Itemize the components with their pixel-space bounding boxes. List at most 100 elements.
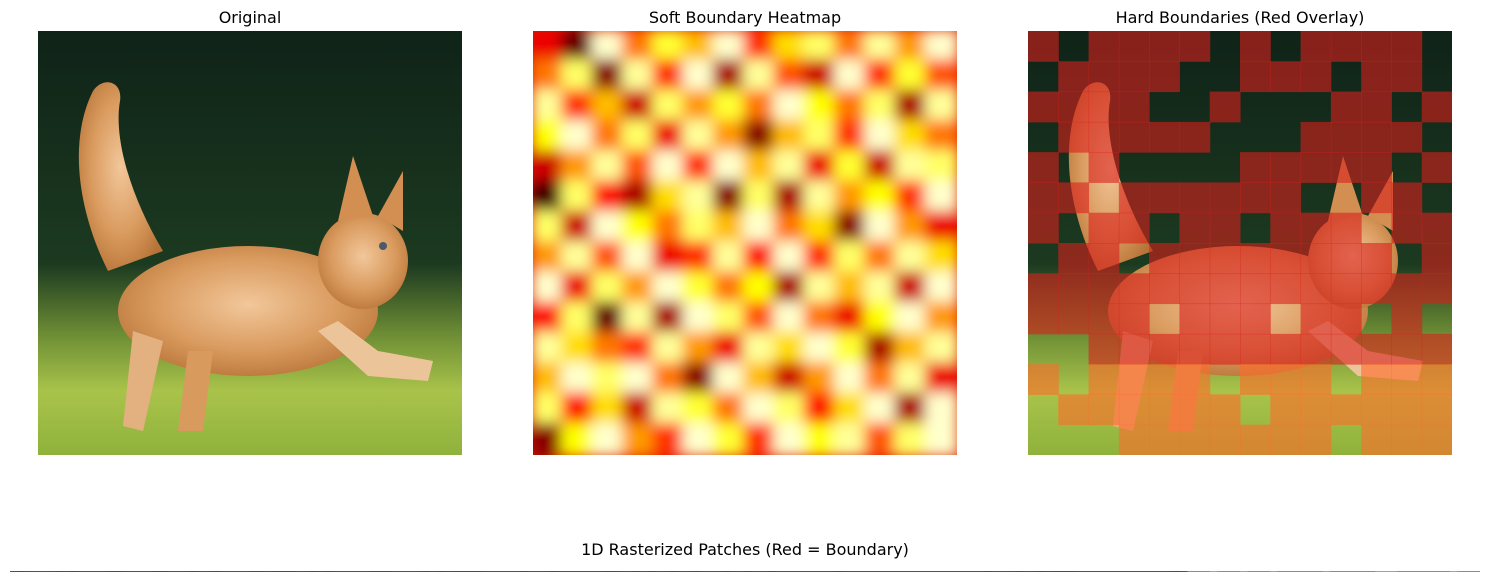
- heatmap-cell: [773, 241, 808, 276]
- boundary-cell: [1058, 273, 1090, 305]
- heatmap-cell: [652, 89, 687, 124]
- boundary-cell: [1088, 152, 1120, 183]
- heatmap-cell: [924, 392, 957, 427]
- strip-patch: [370, 571, 378, 572]
- strip-patch: [842, 571, 851, 572]
- boundary-cell: [1270, 243, 1302, 274]
- strip-patch: [407, 571, 416, 572]
- boundary-cell: [1118, 364, 1150, 395]
- boundary-cell: [1361, 182, 1392, 214]
- boundary-cell: [1391, 424, 1423, 455]
- heatmap-cell: [682, 210, 717, 245]
- heatmap-cell: [712, 31, 747, 64]
- heatmap-cell: [652, 119, 687, 155]
- strip-patch: [767, 571, 776, 572]
- strip-patch: [722, 571, 731, 572]
- strip-patch: [272, 571, 281, 572]
- heatmap-cell: [712, 331, 747, 367]
- boundary-cell: [1421, 243, 1452, 274]
- strip-patch: [1382, 571, 1391, 572]
- heatmap-cell: [712, 362, 747, 397]
- heatmap-cell: [924, 362, 957, 397]
- heatmap-cell: [743, 31, 778, 64]
- strip-patch: [1322, 571, 1331, 572]
- strip-patch: [422, 571, 431, 572]
- boundary-cell: [1300, 243, 1332, 274]
- heatmap-cell: [924, 331, 957, 367]
- boundary-cell: [1149, 121, 1180, 153]
- heatmap-cell: [533, 89, 566, 124]
- heatmap-cell: [561, 150, 596, 185]
- boundary-cell: [1088, 364, 1120, 395]
- heatmap-cell: [591, 241, 626, 276]
- strip-patch: [872, 571, 881, 572]
- strip-patch: [550, 571, 558, 572]
- heatmap-cell: [924, 89, 957, 124]
- heatmap-cell: [682, 392, 717, 427]
- boundary-cell: [1088, 212, 1120, 244]
- heatmap-cell: [561, 31, 596, 64]
- strip-patch: [880, 571, 888, 572]
- heatmap-cell: [803, 89, 838, 124]
- boundary-cell: [1209, 424, 1241, 455]
- heatmap-cell: [894, 210, 929, 245]
- heatmap-cell: [533, 180, 566, 215]
- heatmap-cell: [682, 180, 717, 215]
- strip-patch: [850, 571, 858, 572]
- boundary-cell: [1300, 303, 1332, 335]
- boundary-cell: [1028, 182, 1059, 214]
- strip-patch: [347, 571, 356, 572]
- strip-patch: [527, 571, 536, 572]
- strip-patch: [1090, 571, 1098, 572]
- heatmap-cell: [533, 331, 566, 367]
- boundary-cell: [1149, 273, 1180, 305]
- boundary-cell: [1088, 333, 1120, 365]
- heatmap-cell: [682, 362, 717, 397]
- heatmap-cell: [561, 119, 596, 155]
- boundary-cell: [1361, 424, 1392, 455]
- strip-patch: [1225, 571, 1233, 572]
- strip-patch: [10, 571, 18, 572]
- heatmap-cell: [833, 150, 869, 185]
- heatmap-cell: [894, 150, 929, 185]
- boundary-cell: [1149, 394, 1180, 426]
- strip-patch: [1345, 571, 1353, 572]
- strip-patch: [400, 571, 408, 572]
- heatmap-cell: [743, 331, 778, 367]
- heatmap-cell: [591, 210, 626, 245]
- strip-patch: [1352, 571, 1361, 572]
- heatmap-cell: [621, 89, 657, 124]
- boundary-cell: [1240, 364, 1271, 395]
- heatmap-cell: [712, 301, 747, 336]
- boundary-cell: [1240, 424, 1271, 455]
- strip-patch: [730, 571, 738, 572]
- heatmap-cell: [591, 31, 626, 64]
- strip-patch: [332, 571, 341, 572]
- strip-patch: [572, 571, 581, 572]
- strip-patch: [1397, 571, 1406, 572]
- boundary-cell: [1270, 394, 1302, 426]
- heatmap-cell: [894, 301, 929, 336]
- heatmap-cell: [833, 89, 869, 124]
- boundary-cell: [1179, 243, 1211, 274]
- heatmap-cell: [833, 31, 869, 64]
- strip-patch: [227, 571, 236, 572]
- heatmap-cell: [743, 119, 778, 155]
- boundary-cell: [1179, 333, 1211, 365]
- strip-patch: [1127, 571, 1136, 572]
- strip-patch: [1007, 571, 1016, 572]
- boundary-cell: [1391, 303, 1423, 335]
- strip-patch: [1457, 571, 1466, 572]
- strip-patch: [242, 571, 251, 572]
- boundary-cell: [1118, 61, 1150, 93]
- heatmap-cell: [621, 150, 657, 185]
- heatmap-cell: [803, 271, 838, 306]
- heatmap-cell: [864, 301, 899, 336]
- boundary-cell: [1209, 394, 1241, 426]
- heatmap-cell: [652, 241, 687, 276]
- boundary-cell: [1421, 394, 1452, 426]
- strip-patch: [835, 571, 843, 572]
- strip-patch: [565, 571, 573, 572]
- strip-patch: [1270, 571, 1278, 572]
- strip-patch: [1180, 571, 1188, 572]
